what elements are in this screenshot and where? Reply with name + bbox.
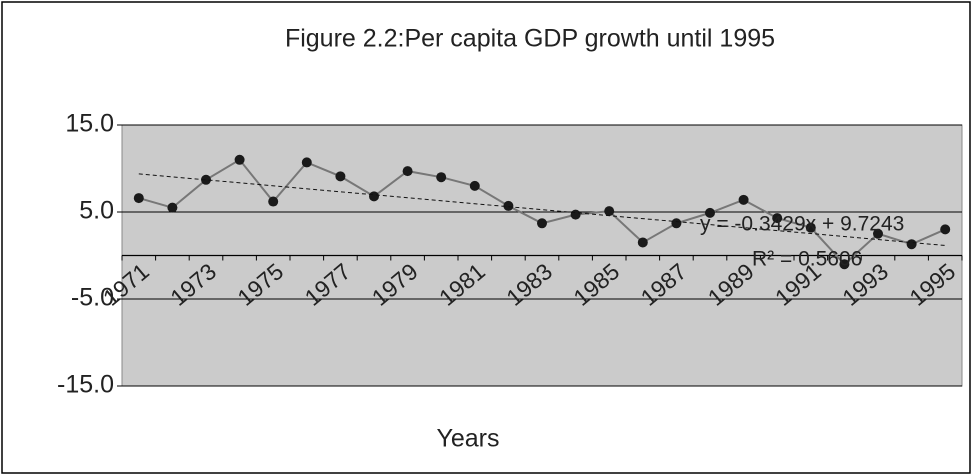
data-point (906, 239, 917, 250)
data-point (369, 191, 379, 202)
data-point (201, 174, 211, 185)
y-tick-label: 15.0 (65, 110, 114, 138)
data-point (873, 228, 883, 239)
data-point (604, 206, 615, 217)
data-point (436, 172, 447, 183)
data-point (335, 171, 346, 182)
data-point (268, 196, 279, 207)
data-point (234, 154, 245, 165)
data-point (705, 207, 715, 218)
data-point (301, 157, 312, 168)
data-point (839, 259, 850, 270)
trendline-equation: y = -0.3429x + 9.7243 (700, 213, 904, 236)
y-tick-label: 5.0 (79, 197, 114, 225)
y-tick-label: -15.0 (57, 371, 114, 399)
data-point (537, 218, 547, 229)
trendline (138, 173, 946, 246)
data-point (402, 166, 413, 177)
y-tick-label: -5.0 (71, 284, 114, 312)
x-axis-title: Years (436, 425, 499, 453)
data-point (671, 218, 682, 229)
data-point (167, 202, 178, 213)
data-point (469, 180, 480, 191)
data-point (503, 200, 514, 211)
chart-title: Figure 2.2:Per capita GDP growth until 1… (285, 25, 775, 53)
data-point (738, 194, 749, 205)
data-point (637, 237, 648, 248)
data-point (570, 209, 581, 220)
data-point (772, 213, 783, 224)
trendline-r-squared: R² = 0.5606 (752, 248, 862, 271)
data-point (805, 222, 816, 233)
data-point (940, 224, 951, 235)
data-point (133, 193, 144, 204)
